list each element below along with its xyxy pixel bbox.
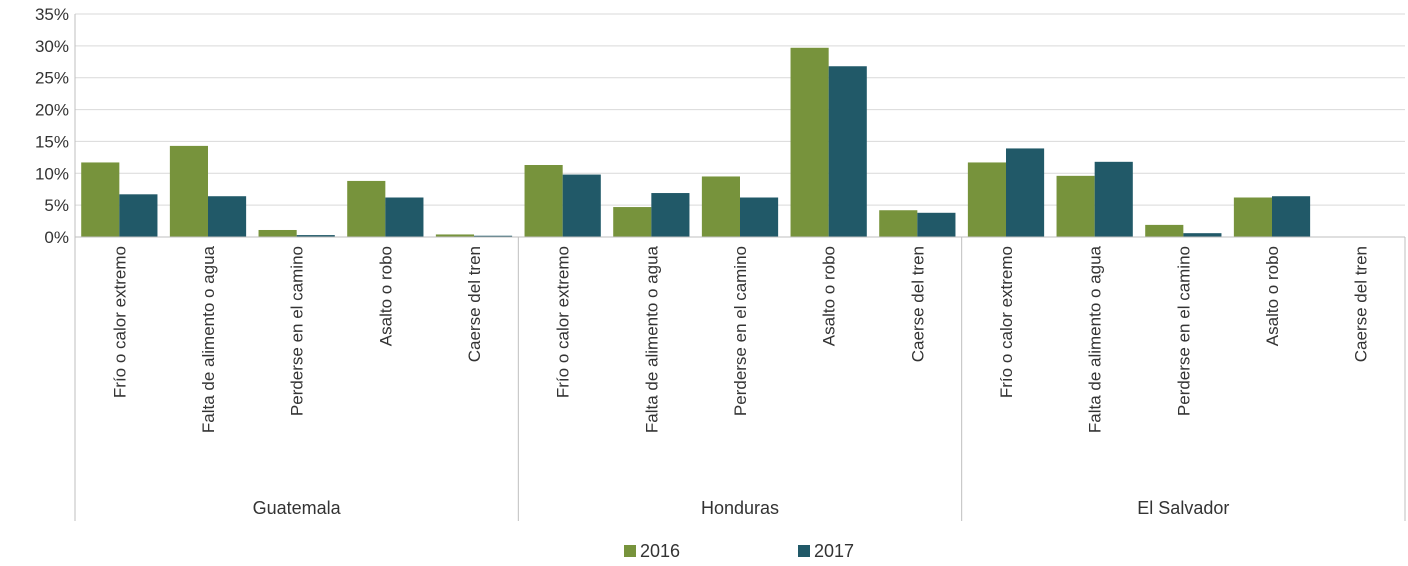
bar-2017 (296, 235, 335, 237)
bar-2017 (917, 212, 956, 237)
bar-2016 (258, 229, 297, 237)
x-category-label: Perderse en el camino (1174, 246, 1193, 416)
bar-2017 (651, 193, 690, 237)
x-category-label: Frío o calor extremo (554, 246, 573, 398)
gridlines (75, 13, 1405, 206)
bar-2017 (562, 174, 601, 237)
bar-2016 (790, 47, 829, 237)
legend: 2016 2017 (624, 541, 854, 561)
x-category-label: Asalto o robo (376, 246, 395, 346)
x-category-label: Perderse en el camino (731, 246, 750, 416)
bar-2016 (524, 165, 563, 237)
bar-2016 (613, 207, 652, 237)
y-tick-label: 0% (44, 228, 69, 247)
bar-2017 (1094, 161, 1133, 237)
x-category-label: Perderse en el camino (288, 246, 307, 416)
y-tick-label: 20% (35, 101, 69, 120)
group-label: Guatemala (253, 498, 342, 518)
group-label: El Salvador (1137, 498, 1229, 518)
legend-swatch-2017 (798, 545, 810, 557)
bar-2017 (1272, 196, 1311, 237)
bar-2016 (879, 210, 918, 237)
bar-2017 (1006, 148, 1045, 237)
bar-2016 (1145, 224, 1184, 237)
bar-2017 (119, 194, 158, 237)
x-category-label: Frío o calor extremo (997, 246, 1016, 398)
y-tick-label: 5% (44, 196, 69, 215)
x-category-label: Asalto o robo (820, 246, 839, 346)
bar-2017 (474, 235, 513, 237)
legend-label-2017: 2017 (814, 541, 854, 561)
bar-2017 (208, 196, 247, 237)
x-category-label: Falta de alimento o agua (642, 245, 661, 433)
x-category-label: Caerse del tren (908, 246, 927, 362)
bars (81, 47, 1311, 237)
group-label: Honduras (701, 498, 779, 518)
y-tick-label: 10% (35, 164, 69, 183)
bar-2016 (1056, 175, 1095, 237)
bar-2016 (1233, 197, 1272, 237)
legend-swatch-2016 (624, 545, 636, 557)
x-category-label: Asalto o robo (1263, 246, 1282, 346)
bar-2017 (828, 66, 867, 237)
x-category-label: Falta de alimento o agua (1086, 245, 1105, 433)
bar-2016 (967, 162, 1006, 237)
y-tick-label: 15% (35, 132, 69, 151)
x-category-label: Falta de alimento o agua (199, 245, 218, 433)
bar-2017 (740, 197, 779, 237)
bar-2016 (435, 234, 474, 237)
x-category-label: Frío o calor extremo (110, 246, 129, 398)
x-category-label: Caerse del tren (465, 246, 484, 362)
bar-2017 (1183, 233, 1222, 237)
bar-2016 (347, 180, 386, 237)
y-tick-label: 30% (35, 37, 69, 56)
bar-2017 (385, 197, 424, 237)
bar-2016 (169, 145, 208, 237)
axes (74, 14, 1406, 521)
x-category-label: Caerse del tren (1352, 246, 1371, 362)
bar-2016 (701, 176, 740, 237)
bar-2016 (81, 162, 120, 237)
y-tick-label: 35% (35, 5, 69, 24)
labels: 0% 5% 10% 15% 20% 25% 30% 35% Frío o calor extre… (35, 5, 1371, 518)
legend-label-2016: 2016 (640, 541, 680, 561)
y-tick-label: 25% (35, 69, 69, 88)
